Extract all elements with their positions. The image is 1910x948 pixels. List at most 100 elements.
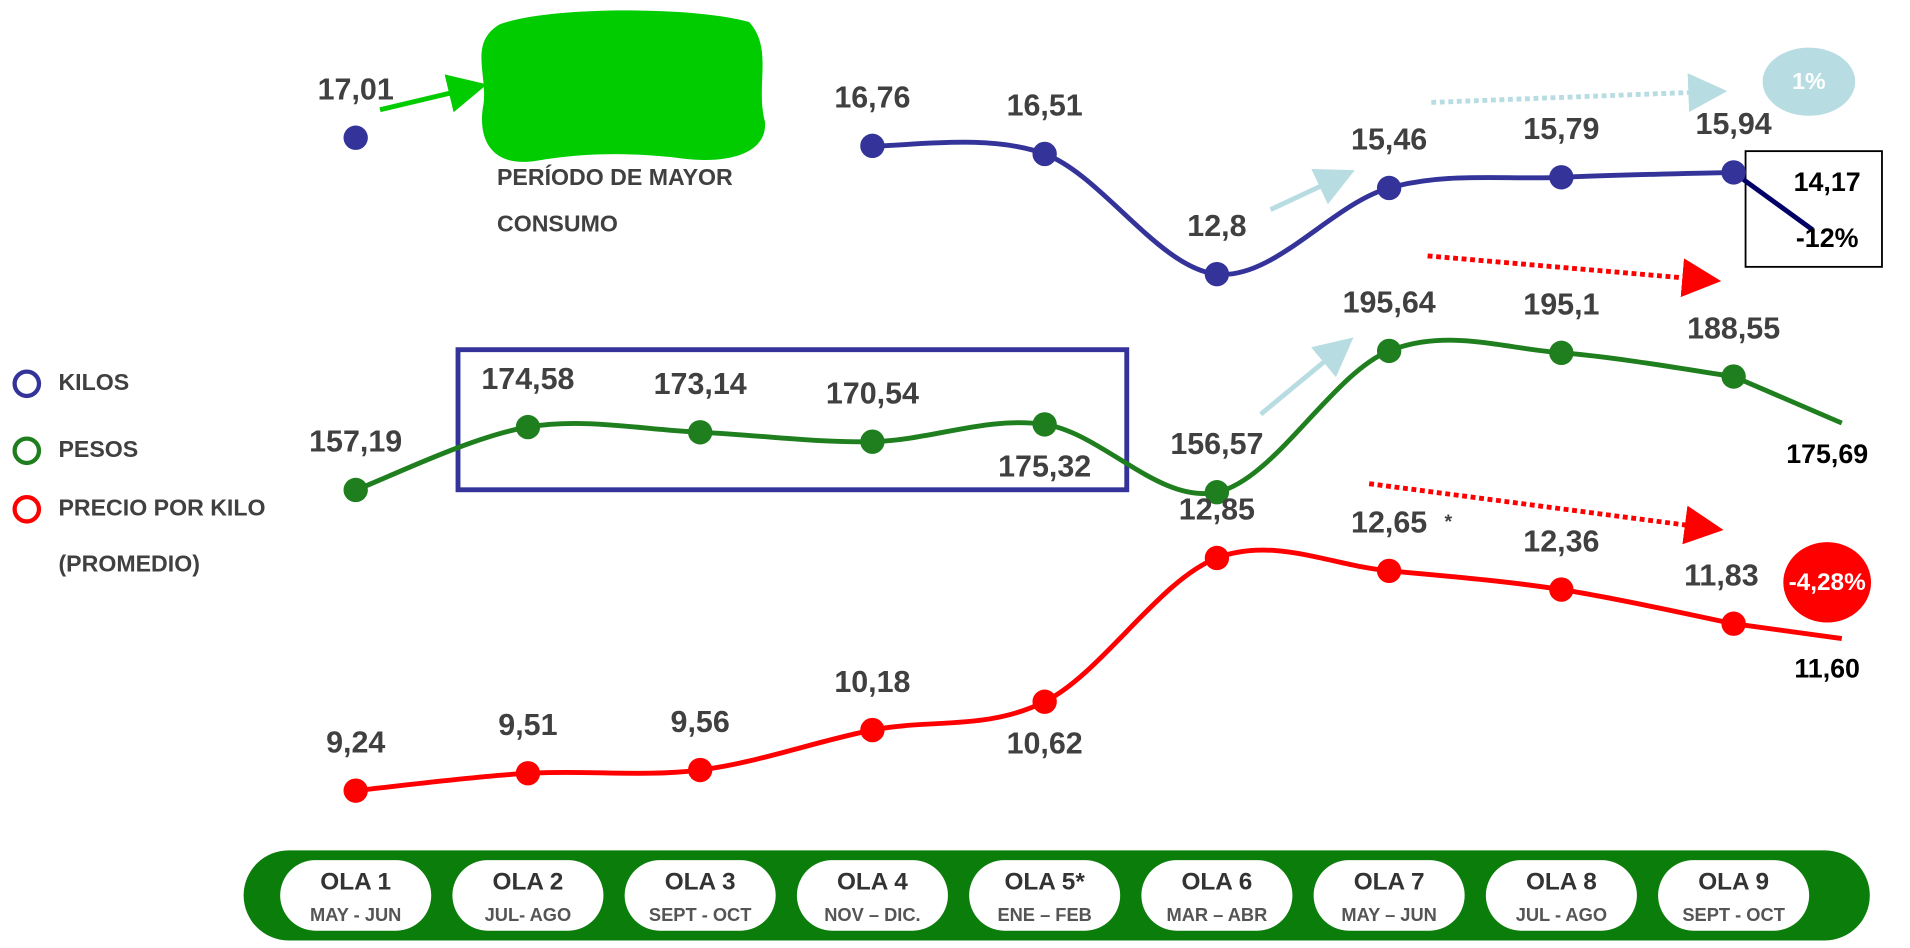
marker [1032,412,1057,437]
marker [1032,689,1057,714]
marker [343,477,368,503]
x-tick-sublabel: MAY – JUN [1341,904,1436,925]
projection-line [1733,621,1843,641]
legend-label: PRECIO POR KILO (PROMEDIO) [58,495,266,578]
category-pill [1313,860,1465,931]
marker [1549,340,1574,366]
marker [1376,338,1402,364]
marker [860,429,885,454]
projection-label: 175,69 [1786,439,1868,469]
legend-marker [12,369,42,399]
value-label: 15,94 [1696,107,1772,141]
legend-marker [12,494,42,524]
legend-label: KILOS [58,370,130,396]
marker [1721,364,1746,389]
legend-marker [12,436,42,466]
value-label: 15,79 [1523,112,1599,146]
legend-label: PESOS [58,437,139,463]
x-tick-sublabel: ENE – FEB [997,904,1091,925]
category-pill [280,860,432,931]
arrow [379,74,487,113]
value-label: 156,57 [1170,427,1263,461]
value-label: 173,14 [654,367,747,401]
category-pill [1658,860,1810,931]
value-label: 12,85 [1179,493,1255,527]
value-label: 16,76 [834,81,910,115]
value-label: 157,19 [309,425,402,459]
projection-line [1732,374,1843,426]
trend-arrow [1427,253,1722,298]
x-tick-label: OLA 3 [665,869,736,896]
category-pill [1141,860,1293,931]
value-label: 16,51 [1007,89,1083,123]
x-tick-sublabel: MAR – ABR [1166,904,1267,925]
marker [1721,611,1746,636]
projection-label: 11,60 [1794,653,1860,683]
marker [687,420,713,445]
value-label: 188,55 [1687,311,1780,345]
highlight-box [455,347,1130,493]
value-label: 11,83 [1684,558,1759,592]
x-tick-sublabel: JUL - AGO [1516,904,1607,925]
category-pill [452,860,604,931]
x-tick-label: OLA 8 [1526,869,1597,896]
category-pill [624,860,776,931]
value-label: 10,62 [1007,727,1083,761]
marker [1549,577,1574,602]
value-label: 195,1 [1523,288,1599,322]
legend-entry: PRECIO POR KILO (PROMEDIO) [58,495,266,578]
x-tick-sublabel: JUL- AGO [485,904,572,925]
value-label: 15,46 [1351,123,1427,157]
legend-entry: PESOS [58,437,139,463]
marker [687,757,713,783]
marker [1204,545,1230,571]
arrow [1259,337,1354,417]
x-tick-label: OLA 5* [1004,869,1085,896]
x-tick-sublabel: SEPT - OCT [1682,904,1785,925]
value-label: 9,56 [671,705,730,739]
value-label: 12,36 [1523,524,1599,558]
value-label: 195,64 [1343,286,1436,320]
x-tick-label: OLA 6 [1181,869,1252,896]
marker [1032,141,1057,167]
value-label: 12,8 [1187,209,1246,243]
marker [860,133,885,159]
value-label: 9,51 [498,708,557,742]
marker [1376,175,1402,201]
marker [1204,261,1230,287]
projection-line [1732,170,1814,232]
x-tick-label: OLA 9 [1698,869,1769,896]
annotation: PERÍODO DE MAYOR CONSUMO [496,165,733,238]
value-label: 17,01 [318,72,394,106]
badge [1783,542,1872,623]
trend-arrow [1368,481,1724,545]
value-label: 12,65 [1351,506,1427,540]
change-label: -4,28% [1789,569,1867,596]
x-tick-sublabel: MAY - JUN [310,904,401,925]
change-label: -12% [1796,223,1859,253]
badge [1762,47,1856,116]
period-note: PERÍODO DE MAYOR CONSUMO [496,165,733,238]
value-label: 10,18 [834,665,910,699]
note-mark: * [1445,511,1453,533]
marker [860,717,885,743]
marker [1549,165,1574,190]
value-label: 175,32 [998,449,1091,483]
x-tick-sublabel: SEPT - OCT [649,904,752,925]
projection-label: 14,17 [1794,167,1861,197]
value-label: 174,58 [481,362,574,396]
trend-arrow [1431,73,1728,113]
projection-box [1744,150,1883,268]
value-label: 9,24 [326,725,385,759]
value-label: 170,54 [826,376,919,410]
category-pill [969,860,1121,931]
marker [1376,558,1402,584]
category-pill [796,860,948,931]
trend-label: 1% [1792,68,1825,94]
marker [343,125,368,150]
marker [1721,160,1746,185]
legend-entry: KILOS [58,370,130,396]
x-tick-sublabel: NOV – DIC. [824,904,920,925]
marker [515,414,541,440]
